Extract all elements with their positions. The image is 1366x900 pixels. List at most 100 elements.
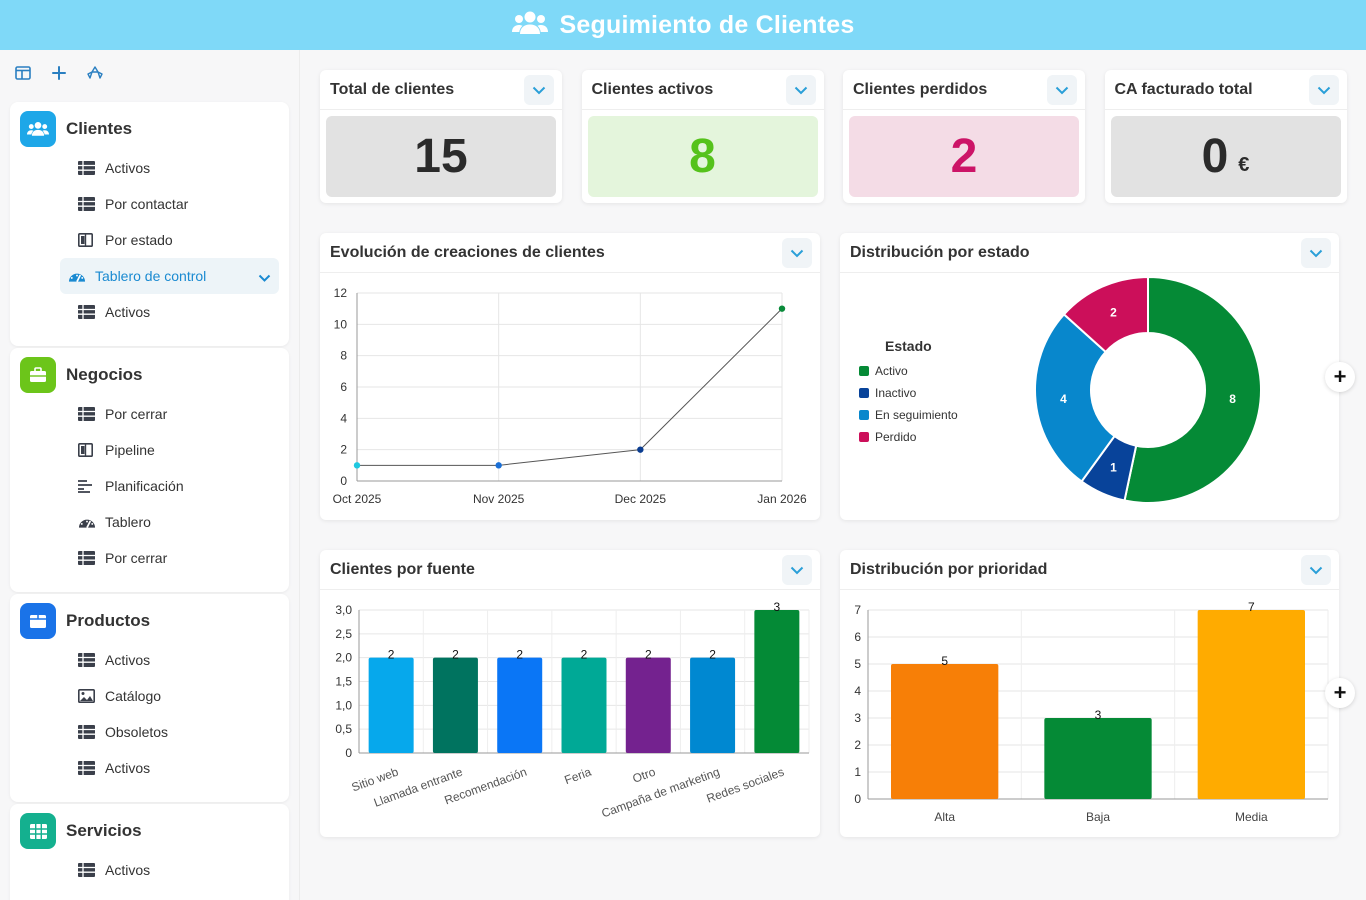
legend-swatch <box>859 432 869 442</box>
sidebar-group-title: Negocios <box>66 365 143 384</box>
x-tick-label: Media <box>1235 810 1268 824</box>
sidebar-item[interactable]: Activos <box>20 642 279 678</box>
chevron-down-icon[interactable] <box>258 269 271 285</box>
kpi-value-box: 15 <box>326 116 556 197</box>
panel-menu-button[interactable] <box>1301 555 1331 585</box>
kpi-menu-button[interactable] <box>785 75 816 105</box>
plus-icon[interactable] <box>48 62 70 84</box>
bar <box>625 657 671 753</box>
kpi-title: Clientes perdidos <box>843 70 1085 110</box>
sidebar-group-header[interactable]: Servicios <box>10 804 289 852</box>
data-point <box>637 446 644 453</box>
kpi-menu-button[interactable] <box>524 75 554 105</box>
priority-bar-chart: 0 1 2 3 4 5 6 7 5 Alta 3 Baja 7 Media <box>854 600 1329 824</box>
sidebar-item-label: Por estado <box>105 232 173 248</box>
bar <box>891 664 999 799</box>
sidebar-item-label: Obsoletos <box>105 724 169 740</box>
panel-menu-button[interactable] <box>1301 238 1331 268</box>
evolution-line-chart: 0 2 4 6 8 10 12 Oct 2025 Nov 2025 Dec 2025 Jan 202… <box>333 286 807 506</box>
sidebar-item[interactable]: Activos <box>20 294 279 330</box>
dashboard-icon <box>78 514 96 530</box>
kpi-menu-button[interactable] <box>1308 75 1339 105</box>
x-tick-label: Feria <box>563 765 594 788</box>
sidebar-item-label: Tablero <box>105 514 151 530</box>
kpi-card: Clientes activos 8 <box>581 70 824 203</box>
sidebar-item-label: Por cerrar <box>105 550 168 566</box>
table-icon <box>78 550 96 566</box>
y-tick-label: 10 <box>334 317 348 331</box>
add-widget-button[interactable]: + <box>1325 678 1355 708</box>
sidebar-item[interactable]: Por contactar <box>20 186 279 222</box>
app-title: Seguimiento de Clientes <box>559 10 855 39</box>
sidebar-item-label: Activos <box>105 304 151 320</box>
sidebar-item[interactable]: Tablero de control <box>60 258 279 294</box>
sidebar-group-header[interactable]: Productos <box>10 594 289 642</box>
kpi-value: 2 <box>950 130 978 183</box>
panel-title: Distribución por estado <box>840 233 1339 273</box>
sidebar-item-label: Por cerrar <box>105 406 168 422</box>
kpi-value-box: 2 <box>849 116 1079 197</box>
table-icon <box>78 160 96 176</box>
panel-menu-button[interactable] <box>782 555 812 585</box>
sidebar-item[interactable]: Activos <box>20 750 279 786</box>
data-point <box>353 462 361 469</box>
sidebar-toolbar <box>0 50 299 96</box>
sidebar-item[interactable]: Planificación <box>20 468 279 504</box>
y-tick-label: 2 <box>340 443 347 457</box>
bar <box>497 657 543 753</box>
legend-swatch <box>859 366 869 376</box>
sidebar-item[interactable]: Obsoletos <box>20 714 279 750</box>
sidebar-item[interactable]: Por estado <box>20 222 279 258</box>
legend-swatch <box>859 410 869 420</box>
sidebar-group-1: Negocios Por cerrar Pipeline Planificación T… <box>10 348 289 592</box>
recycle-icon[interactable] <box>84 62 106 84</box>
users-icon <box>20 111 56 147</box>
bar <box>432 657 478 753</box>
sidebar-item[interactable]: Activos <box>20 852 279 888</box>
kpi-menu-button[interactable] <box>1047 75 1077 105</box>
bar-value-label: 2 <box>388 648 395 662</box>
sidebar-item[interactable]: Pipeline <box>20 432 279 468</box>
sidebar-group-header[interactable]: Negocios <box>10 348 289 396</box>
y-tick-label: 6 <box>340 380 347 394</box>
sidebar-group-title: Servicios <box>66 821 142 840</box>
slice-value-label: 4 <box>1060 392 1067 406</box>
sidebar-item[interactable]: Activos <box>20 150 279 186</box>
evolution-panel: Evolución de creaciones de clientes 0 2 4 6… <box>320 233 820 520</box>
kpi-card: Clientes perdidos 2 <box>843 70 1085 203</box>
distribution-panel: Distribución por estado Estado Activo Inac… <box>840 233 1339 520</box>
donut-slice <box>1062 275 1149 354</box>
bar-value-label: 2 <box>452 648 459 662</box>
slice-value-label: 1 <box>1110 461 1117 475</box>
sidebar-item-label: Activos <box>105 652 151 668</box>
bar <box>690 657 736 753</box>
sidebar-item-label: Planificación <box>105 478 184 494</box>
sidebar-group-title: Clientes <box>66 119 133 138</box>
table-icon <box>78 406 96 422</box>
sidebar-group-3: Servicios Activos <box>10 804 289 900</box>
sidebar-group-0: Clientes Activos Por contactar Por estado Ta… <box>10 102 289 346</box>
layout-icon[interactable] <box>12 62 34 84</box>
table-icon <box>78 652 96 668</box>
kpi-unit: € <box>1238 154 1250 176</box>
bar-value-label: 3 <box>1095 708 1102 722</box>
sidebar-item[interactable]: Por cerrar <box>20 396 279 432</box>
bar <box>561 657 607 753</box>
y-tick-label: 4 <box>340 411 347 425</box>
sidebar-item-label: Tablero de control <box>95 268 207 284</box>
kpi-title: Total de clientes <box>320 70 562 110</box>
table-icon <box>78 304 96 320</box>
sidebar-item[interactable]: Catálogo <box>20 678 279 714</box>
donut-slice <box>1123 275 1262 504</box>
y-tick-label: 5 <box>854 657 861 671</box>
y-tick-label: 7 <box>854 603 861 617</box>
table-icon <box>78 724 96 740</box>
y-tick-label: 1,0 <box>335 698 352 712</box>
y-tick-label: 4 <box>854 684 861 698</box>
sidebar-item[interactable]: Por cerrar <box>20 540 279 576</box>
sidebar-group-header[interactable]: Clientes <box>10 102 289 150</box>
panel-menu-button[interactable] <box>782 238 812 268</box>
add-widget-button[interactable]: + <box>1325 362 1355 392</box>
kpi-title: CA facturado total <box>1104 70 1347 110</box>
sidebar-item[interactable]: Tablero <box>20 504 279 540</box>
